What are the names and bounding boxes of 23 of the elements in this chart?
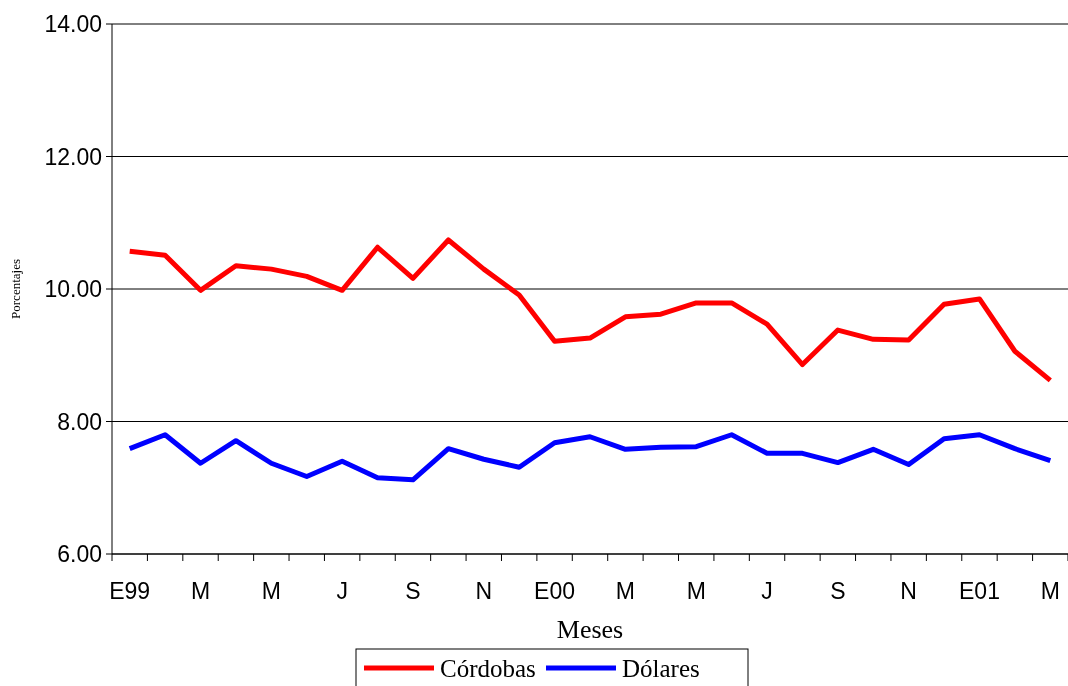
x-tick-label: E00 <box>534 578 576 604</box>
x-tick-label: E99 <box>109 578 151 604</box>
y-tick-label: 10.00 <box>44 276 102 303</box>
x-tick-label: M <box>190 578 211 604</box>
x-tick-label: J <box>761 578 773 604</box>
y-tick-label: 8.00 <box>57 408 102 435</box>
x-tick-label: J <box>336 578 348 604</box>
x-tick-label: E01 <box>959 578 1000 604</box>
legend-label: Dólares <box>622 654 700 682</box>
x-tick-label: M <box>261 578 281 604</box>
x-tick-label: M <box>686 578 706 604</box>
x-axis-title: Meses <box>556 615 624 644</box>
y-tick-label: 12.00 <box>44 143 102 170</box>
x-tick-label: S <box>830 578 846 604</box>
x-tick-label: N <box>475 578 493 604</box>
legend-label: Córdobas <box>440 654 536 682</box>
x-tick-label: M <box>1040 578 1060 604</box>
y-tick-label: 14.00 <box>44 11 102 38</box>
x-tick-label: S <box>405 578 421 604</box>
x-tick-label: M <box>615 578 635 604</box>
x-tick-label: N <box>900 578 917 604</box>
y-tick-label: 6.00 <box>57 541 102 568</box>
y-axis-title: Porcentajes <box>8 259 23 319</box>
